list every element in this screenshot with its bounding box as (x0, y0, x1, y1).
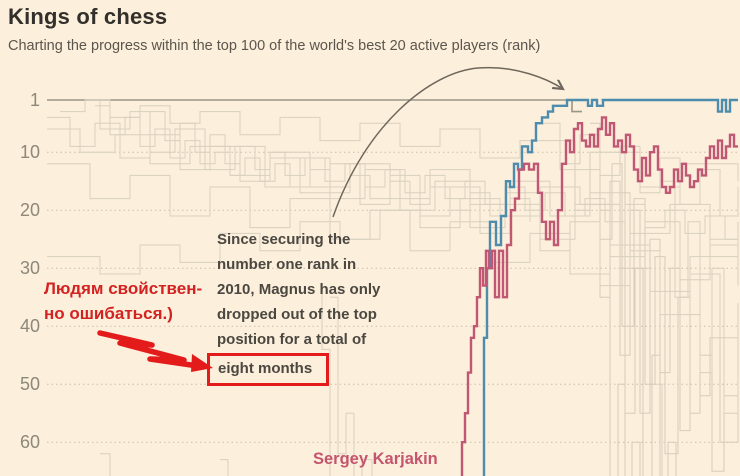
player-line (660, 180, 739, 414)
highlighted-players-lines (460, 98, 738, 476)
page-title: Kings of chess (8, 4, 168, 29)
other-players-lines (47, 99, 739, 476)
annotation-line: position for a total of (217, 331, 367, 348)
y-tick-50: 50 (19, 374, 40, 394)
karjakin-series-label: Sergey Karjakin (313, 450, 438, 468)
y-tick-40: 40 (19, 316, 40, 336)
russian-annotation: Людям свойствен- но ошибаться.) (44, 276, 244, 326)
red-lightning-arrow (97, 330, 213, 372)
y-tick-20: 20 (19, 200, 40, 220)
y-tick-1: 1 (29, 90, 40, 110)
sergey-karjakin-line (460, 116, 738, 476)
annotation-line: 2010, Magnus has only (217, 281, 381, 298)
player-line (540, 122, 739, 217)
player-line (95, 105, 531, 222)
player-line (47, 99, 582, 113)
player-line (60, 99, 739, 188)
y-tick-10: 10 (19, 142, 40, 162)
page-subtitle: Charting the progress within the top 100… (8, 38, 541, 54)
annotation-line: Since securing the (217, 231, 351, 248)
magnus-annotation: Since securing the number one rank in 20… (207, 227, 422, 386)
player-line (615, 151, 677, 476)
russian-annotation-line: Людям свойствен- (44, 279, 203, 298)
annotation-line: number one rank in (217, 256, 357, 273)
player-line (590, 122, 739, 472)
y-tick-30: 30 (19, 258, 40, 278)
player-line (560, 140, 739, 443)
y-tick-60: 60 (19, 432, 40, 452)
player-line (220, 459, 229, 476)
curved-arrow (332, 66, 563, 218)
player-line (600, 209, 641, 476)
magnus-line (482, 98, 738, 476)
annotation-line: dropped out of the top (217, 306, 377, 323)
russian-annotation-line: но ошибаться.) (44, 304, 173, 323)
player-line (150, 111, 739, 240)
player-line (330, 296, 373, 476)
player-line (100, 453, 111, 476)
player-line (321, 291, 331, 476)
eight-months-red-box: eight months (207, 353, 330, 386)
player-line (47, 116, 739, 339)
